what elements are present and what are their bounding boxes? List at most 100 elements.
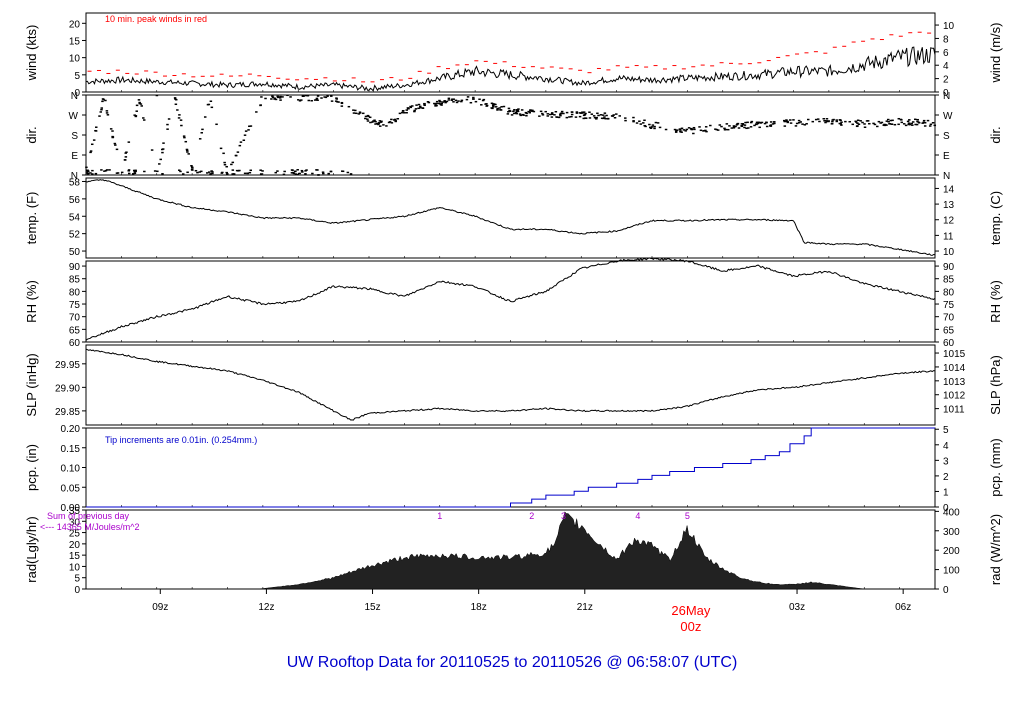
dir-point <box>803 124 807 126</box>
temp-series-0 <box>85 179 936 256</box>
dir-point <box>249 125 253 127</box>
dir-point <box>85 166 88 169</box>
temp-ytick-label-right: 13 <box>943 200 955 211</box>
dir-point <box>831 119 834 121</box>
dir-point <box>369 121 372 124</box>
dir-point <box>831 120 834 123</box>
dir-point <box>877 120 881 123</box>
dir-point <box>546 113 550 115</box>
slp-frame <box>85 344 936 426</box>
dir-point <box>519 114 522 117</box>
dir-point <box>274 171 278 174</box>
dir-point <box>811 120 815 123</box>
dir-point <box>559 113 562 116</box>
dir-point <box>357 113 361 115</box>
dir-point <box>830 123 834 125</box>
dir-point <box>282 173 286 176</box>
dir-point <box>402 112 406 114</box>
dir-point <box>732 127 736 129</box>
dir-point <box>913 118 917 121</box>
dir-point <box>906 120 910 123</box>
dir-point <box>290 172 294 174</box>
dir-point <box>176 109 179 111</box>
dir-point <box>215 123 218 126</box>
dir-point <box>444 101 447 104</box>
dir-point <box>861 121 864 124</box>
dir-point <box>868 122 871 125</box>
dir-point <box>123 159 127 161</box>
dir-point <box>654 121 658 124</box>
dir-point <box>606 117 610 120</box>
dir-point <box>857 123 861 125</box>
dir-point <box>859 120 862 122</box>
dir-point <box>150 149 154 151</box>
dir-point <box>522 114 525 116</box>
dir-point <box>236 151 240 153</box>
dir-point <box>741 123 745 126</box>
dir-point <box>839 119 842 122</box>
dir-point <box>134 115 138 118</box>
dir-point <box>247 129 250 131</box>
dir-point <box>86 169 89 172</box>
dir-point <box>799 121 802 123</box>
dir-point <box>115 148 119 151</box>
dir-point <box>177 117 181 119</box>
dir-point <box>560 110 564 113</box>
dir-point <box>928 125 932 127</box>
dir-point <box>438 100 442 103</box>
dir-point <box>650 126 654 128</box>
xaxis-tick-label: 15z <box>364 602 380 613</box>
dir-point <box>159 158 162 161</box>
dir-point <box>516 110 520 113</box>
dir-point <box>541 112 544 115</box>
dir-point <box>347 105 351 108</box>
slp-ytick-label-right: 1012 <box>943 391 966 402</box>
dir-point <box>604 117 607 120</box>
dir-point <box>528 111 531 114</box>
dir-point <box>337 101 340 103</box>
dir-point <box>366 114 370 117</box>
date-label: 26May <box>671 603 711 618</box>
dir-point <box>273 97 277 100</box>
dir-point <box>184 140 188 143</box>
dir-point <box>211 171 214 173</box>
chart-title: UW Rooftop Data for 20110525 to 20110526… <box>287 654 738 671</box>
dir-point <box>605 114 608 117</box>
dir-ytick-label-right: N <box>943 171 950 182</box>
dir-point <box>248 125 251 128</box>
rad-ylabel: rad(Lgly/hr) <box>24 516 39 582</box>
wind-ytick-label: 20 <box>69 19 81 30</box>
dir-point <box>98 115 101 117</box>
dir-ytick-label: N <box>71 91 78 102</box>
dir-point <box>692 126 696 129</box>
dir-point <box>559 112 563 115</box>
dir-point <box>439 103 442 106</box>
dir-point <box>279 99 282 101</box>
dir-point <box>658 126 662 129</box>
dir-point <box>923 122 927 124</box>
pcp-ytick-label-right: 5 <box>943 425 949 436</box>
dir-point <box>805 123 808 125</box>
dir-point <box>417 103 421 106</box>
temp-ytick-label-right: 14 <box>943 184 955 195</box>
temp-frame <box>85 177 936 259</box>
dir-point <box>718 124 722 126</box>
dir-point <box>914 123 917 126</box>
dir-point <box>466 96 470 98</box>
temp-ytick-label-right: 12 <box>943 216 955 227</box>
dir-point <box>340 105 344 107</box>
rad-marker: 2 <box>529 511 534 521</box>
dir-point <box>734 125 737 128</box>
dir-point <box>783 120 787 123</box>
dir-point <box>94 172 98 175</box>
dir-point <box>499 109 503 111</box>
rad-ytick-label-right: 200 <box>943 546 960 557</box>
dir-point <box>100 169 103 171</box>
dir-point <box>923 125 927 127</box>
dir-point <box>95 126 98 128</box>
xaxis-tick-label: 18z <box>471 602 487 613</box>
dir-point <box>460 99 464 102</box>
dir-point <box>321 171 325 173</box>
dir-point <box>455 101 459 104</box>
